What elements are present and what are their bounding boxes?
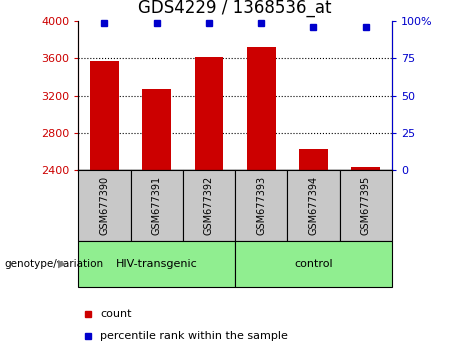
Bar	[351, 167, 380, 170]
Text: genotype/variation: genotype/variation	[5, 259, 104, 269]
Text: ▶: ▶	[58, 259, 66, 269]
Bar	[235, 170, 287, 241]
Text: GSM677393: GSM677393	[256, 176, 266, 235]
Bar	[340, 170, 392, 241]
Text: GSM677395: GSM677395	[361, 176, 371, 235]
Text: control: control	[294, 259, 333, 269]
Bar	[142, 89, 171, 170]
Text: GSM677390: GSM677390	[100, 176, 110, 235]
Text: HIV-transgenic: HIV-transgenic	[116, 259, 198, 269]
Bar	[78, 241, 235, 287]
Bar	[130, 170, 183, 241]
Bar	[299, 149, 328, 170]
Text: GSM677392: GSM677392	[204, 176, 214, 235]
Text: percentile rank within the sample: percentile rank within the sample	[100, 331, 288, 341]
Bar	[287, 170, 340, 241]
Bar	[195, 57, 224, 170]
Text: GSM677394: GSM677394	[308, 176, 319, 235]
Title: GDS4229 / 1368536_at: GDS4229 / 1368536_at	[138, 0, 332, 17]
Bar	[90, 61, 119, 170]
Text: count: count	[100, 309, 132, 319]
Bar	[183, 170, 235, 241]
Bar	[235, 241, 392, 287]
Bar	[78, 170, 130, 241]
Text: GSM677391: GSM677391	[152, 176, 162, 235]
Bar	[247, 47, 276, 170]
